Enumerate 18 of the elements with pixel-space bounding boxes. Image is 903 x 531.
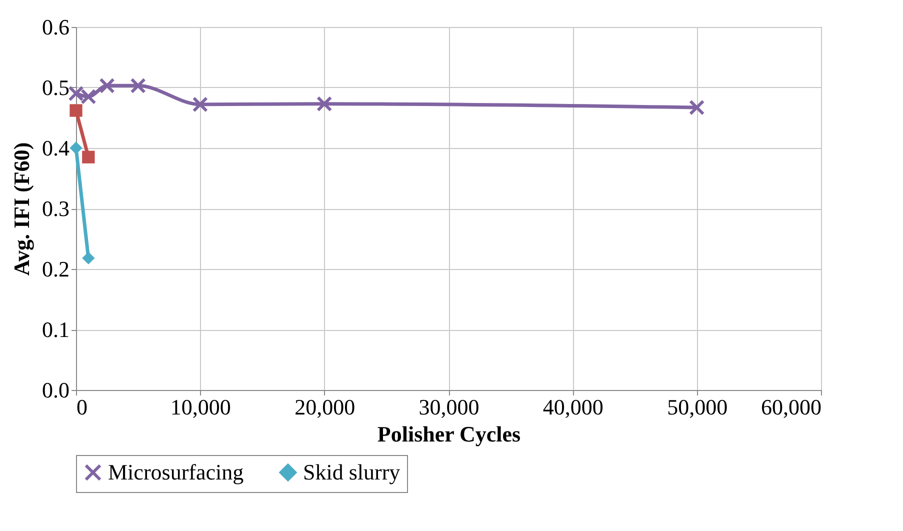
y-tick-label: 0.3 bbox=[42, 196, 70, 221]
x-tick-label: 20,000 bbox=[294, 394, 356, 420]
y-tick-label: 0.0 bbox=[42, 378, 70, 402]
x-tick-label: 60,000 bbox=[761, 394, 822, 420]
y-tick-label: 0.1 bbox=[42, 317, 70, 342]
legend-label: Microsurfacing bbox=[108, 459, 244, 484]
x-axis-title: Polisher Cycles bbox=[377, 422, 522, 446]
y-tick-label: 0.4 bbox=[42, 136, 70, 160]
x-tick-label: 40,000 bbox=[542, 394, 604, 420]
legend-label: Skid slurry bbox=[303, 459, 400, 484]
x-tick-label: 30,000 bbox=[418, 394, 480, 420]
y-tick-label: 0.2 bbox=[42, 256, 70, 282]
y-axis-title: Avg. IFI (F60) bbox=[9, 142, 34, 276]
x-tick-label: 50,000 bbox=[667, 394, 728, 420]
x-tick-label: 0 bbox=[76, 394, 88, 420]
y-tick-label: 0.5 bbox=[42, 75, 70, 100]
x-tick-label: 10,000 bbox=[170, 394, 231, 420]
y-tick-label: 0.6 bbox=[42, 14, 70, 40]
